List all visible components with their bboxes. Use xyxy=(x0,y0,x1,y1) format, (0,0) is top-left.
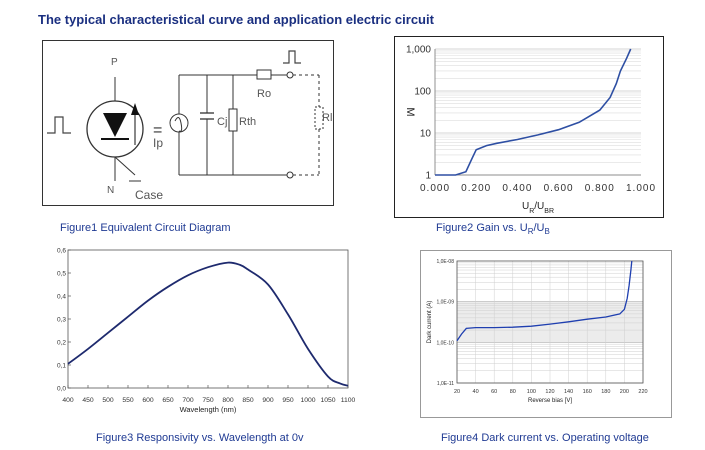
dark-current-y-tick-label: 1,0E-11 xyxy=(437,381,454,387)
responsivity-x-tick-label: 600 xyxy=(142,397,154,404)
responsivity-y-tick-label: 0,2 xyxy=(57,340,66,347)
input-pulse-icon xyxy=(47,116,71,134)
current-source-symbol xyxy=(169,113,189,133)
gain-y-tick-label: 100 xyxy=(414,87,431,98)
dark-current-x-tick-label: 180 xyxy=(601,389,610,395)
label-cj: Cj xyxy=(217,116,227,128)
label-ip: Ip xyxy=(153,136,163,150)
dark-current-chart: 20 40 60 80 100 120 140 160 180 200 220 1,0E-11 1,0E… xyxy=(427,259,648,404)
responsivity-y-tick-label: 0,1 xyxy=(57,363,66,370)
gain-series-line xyxy=(435,48,632,176)
gain-x-tick-label: 0.600 xyxy=(544,183,574,194)
dark-current-x-tick-label: 200 xyxy=(620,389,629,395)
label-n: N xyxy=(107,185,114,196)
gain-x-tick-label: 0.400 xyxy=(502,183,532,194)
responsivity-x-tick-label: 850 xyxy=(242,397,254,404)
responsivity-x-tick-label: 650 xyxy=(162,397,174,404)
responsivity-x-tick-label: 400 xyxy=(62,397,74,404)
output-pulse-icon xyxy=(283,50,301,64)
figure1-caption: Figure1 Equivalent Circuit Diagram xyxy=(60,222,231,234)
responsivity-y-tick-label: 0,0 xyxy=(57,386,66,393)
diode-triangle-icon xyxy=(103,113,127,137)
responsivity-x-axis-label: Wavelength (nm) xyxy=(180,405,237,414)
gain-y-axis-label: M xyxy=(404,107,416,116)
label-equals: = xyxy=(153,122,162,139)
figure3-caption: Figure3 Responsivity vs. Wavelength at 0… xyxy=(96,432,304,444)
gain-y-tick-label: 10 xyxy=(420,129,432,140)
gain-x-tick-label: 0.200 xyxy=(461,183,491,194)
figure2-caption-sub1: R xyxy=(527,227,534,237)
responsivity-x-tick-label: 450 xyxy=(82,397,94,404)
output-terminal-top xyxy=(286,71,294,79)
page-title: The typical characteristical curve and a… xyxy=(38,12,434,27)
responsivity-y-tick-label: 0,6 xyxy=(57,248,66,255)
gain-x-tick-label: 0.800 xyxy=(585,183,615,194)
dark-current-x-tick-label: 160 xyxy=(583,389,592,395)
responsivity-chart: 0,0 0,1 0,2 0,3 0,4 0,5 0,6 400 450 500 550 600 650 7… xyxy=(57,248,356,415)
responsivity-x-tick-label: 750 xyxy=(202,397,214,404)
gain-x-tick-label: 0.000 xyxy=(420,183,450,194)
dark-current-series-line xyxy=(456,260,633,342)
responsivity-series-line xyxy=(67,261,349,387)
dark-current-plot-area xyxy=(456,260,644,384)
responsivity-x-tick-label: 700 xyxy=(182,397,194,404)
figure1-frame: P N Case = Ip Cj Rth Ro xyxy=(42,40,334,206)
resistor-rth xyxy=(228,108,238,132)
responsivity-x-tick-label: 1050 xyxy=(320,397,335,404)
dark-current-y-axis-label: Dark current (A) xyxy=(427,301,433,344)
responsivity-plot-area xyxy=(67,249,349,389)
dark-current-x-tick-label: 20 xyxy=(454,389,460,395)
responsivity-x-tick-label: 900 xyxy=(262,397,274,404)
dark-current-x-tick-label: 100 xyxy=(527,389,536,395)
gain-y-tick-label: 1 xyxy=(425,171,431,182)
dark-current-y-tick-label: 1,0E-10 xyxy=(436,340,454,346)
responsivity-x-tick-label: 950 xyxy=(282,397,294,404)
dark-current-y-tick-label: 1,0E-08 xyxy=(436,259,454,265)
responsivity-x-tick-label: 1000 xyxy=(300,397,315,404)
label-p: P xyxy=(111,57,118,68)
figure4-frame: 20 40 60 80 100 120 140 160 180 200 220 1,0E-11 1,0E… xyxy=(420,250,672,418)
dark-current-x-tick-label: 60 xyxy=(491,389,497,395)
resistor-ro xyxy=(256,69,272,80)
dark-current-y-tick-label: 1,0E-09 xyxy=(436,300,454,306)
label-case: Case xyxy=(135,188,163,202)
responsivity-y-tick-label: 0,3 xyxy=(57,317,66,324)
gain-y-tick-label: 1,000 xyxy=(406,45,431,56)
dark-current-x-axis-label: Reverse bias [V] xyxy=(528,398,572,404)
dark-current-x-tick-label: 140 xyxy=(564,389,573,395)
gain-x-axis-label: UR/UBR xyxy=(522,201,554,215)
dark-current-x-tick-label: 220 xyxy=(638,389,647,395)
gain-x-tick-label: 1.000 xyxy=(626,183,656,194)
figure2-caption-prefix: Figure2 Gain vs. U xyxy=(436,222,528,234)
figure4-caption: Figure4 Dark current vs. Operating volta… xyxy=(441,432,649,444)
figure2-frame: 1 10 100 1,000 0.000 0.200 0.400 0.600 0.800 1.00… xyxy=(394,36,664,218)
label-rth: Rth xyxy=(239,116,256,128)
figure2-caption: Figure2 Gain vs. UR/UB xyxy=(436,222,550,236)
equivalent-circuit-diagram: P N Case = Ip Cj Rth Ro xyxy=(47,50,332,202)
responsivity-x-tick-label: 550 xyxy=(122,397,134,404)
dark-current-x-tick-label: 40 xyxy=(473,389,479,395)
responsivity-x-tick-label: 800 xyxy=(222,397,234,404)
responsivity-x-tick-label: 1100 xyxy=(341,397,356,404)
responsivity-y-tick-label: 0,5 xyxy=(57,271,66,278)
figure2-caption-mid: /U xyxy=(533,222,545,234)
gain-chart: 1 10 100 1,000 0.000 0.200 0.400 0.600 0.800 1.00… xyxy=(404,45,656,215)
responsivity-y-tick-label: 0,4 xyxy=(57,294,66,301)
responsivity-x-tick-label: 500 xyxy=(102,397,114,404)
figure2-caption-sub2: B xyxy=(544,227,550,237)
label-ro: Ro xyxy=(257,88,271,100)
dark-current-x-tick-label: 120 xyxy=(545,389,554,395)
label-rl: Rl xyxy=(322,112,332,124)
dark-current-x-tick-label: 80 xyxy=(510,389,516,395)
output-terminal-bottom xyxy=(286,171,294,179)
